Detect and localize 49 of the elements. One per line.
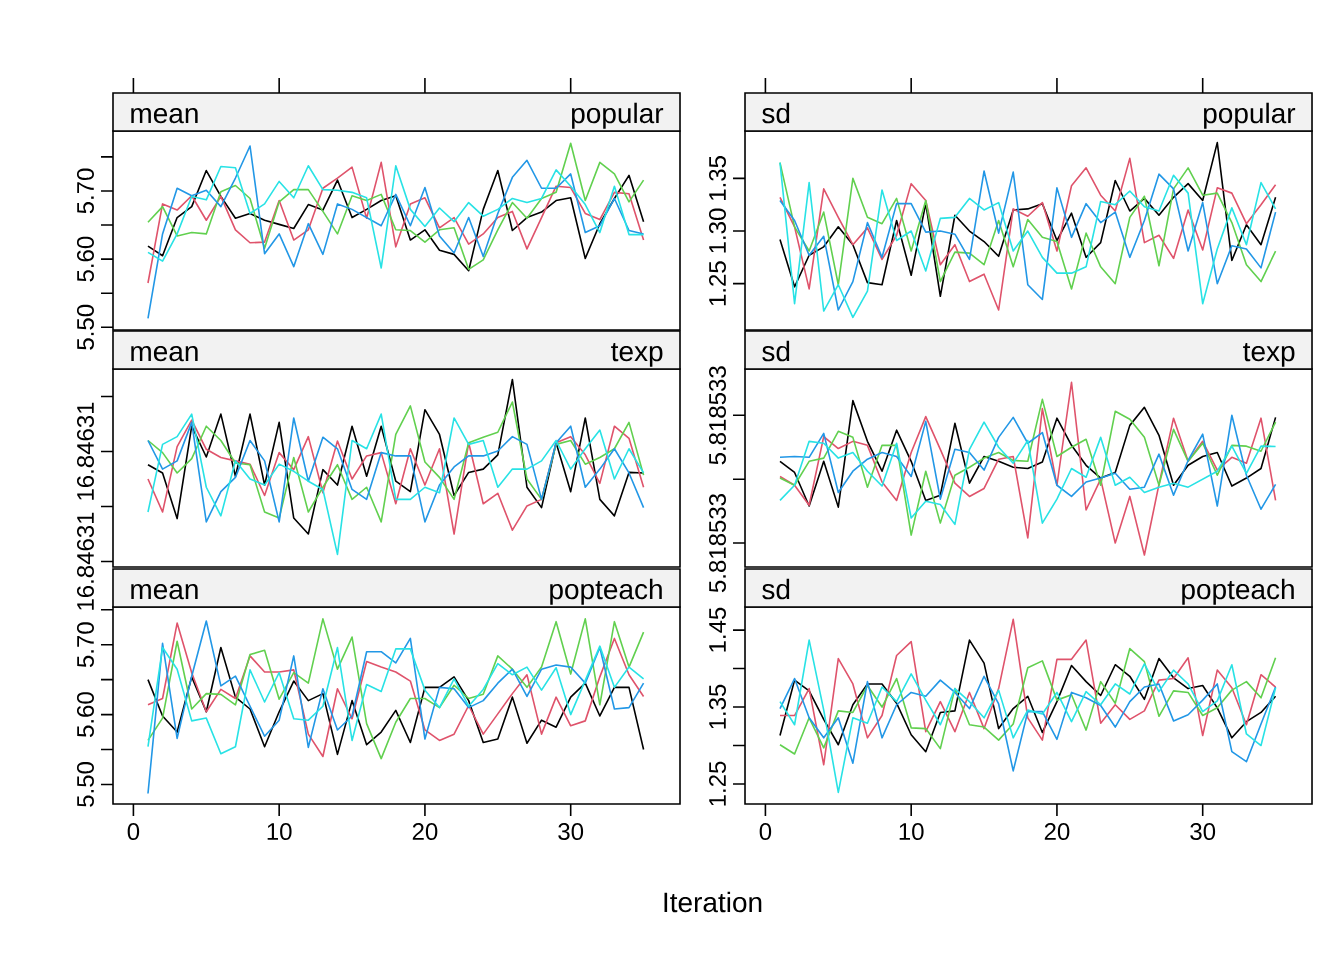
y-tick-label: 5.60 bbox=[76, 236, 94, 282]
y-tick-label: 5.818533 bbox=[708, 494, 726, 593]
y-tick-label: 1.35 bbox=[708, 156, 726, 200]
y-tick-label: 16.84631 bbox=[76, 402, 94, 500]
chart-subtitle: popular bbox=[572, 102, 664, 129]
line-series bbox=[779, 398, 1277, 536]
y-tick-label: 1.25 bbox=[708, 261, 726, 306]
x-tick-label: 20 bbox=[1044, 823, 1070, 841]
line-series bbox=[779, 639, 1277, 794]
chart-subtitle: popteach bbox=[1182, 578, 1294, 605]
x-tick-label: 20 bbox=[412, 823, 438, 841]
x-tick-label: 10 bbox=[267, 823, 292, 841]
y-tick-label: 5.50 bbox=[76, 304, 94, 350]
chart-subtitle: texp bbox=[611, 342, 663, 367]
line-series bbox=[779, 414, 1277, 510]
chart-title: sd bbox=[762, 578, 790, 600]
line-series bbox=[779, 399, 1277, 508]
y-tick-label: 16.84631 bbox=[76, 512, 94, 610]
y-tick-label: 5.70 bbox=[76, 168, 94, 214]
line-series bbox=[779, 141, 1277, 298]
chart-subtitle: popular bbox=[1204, 102, 1296, 129]
chart-subtitle: popteach bbox=[550, 578, 662, 605]
line-series bbox=[147, 378, 645, 535]
line-series bbox=[779, 675, 1277, 772]
line-series bbox=[147, 413, 645, 556]
x-tick-label: 30 bbox=[1190, 823, 1216, 841]
line-series bbox=[147, 142, 645, 271]
chart-title: sd bbox=[762, 340, 790, 362]
y-tick-label: 1.45 bbox=[709, 607, 726, 652]
y-tick-label: 5.70 bbox=[76, 622, 94, 668]
x-tick-label: 0 bbox=[127, 823, 140, 841]
y-tick-label: 5.60 bbox=[76, 692, 94, 737]
y-tick-label: 1.25 bbox=[708, 761, 726, 806]
chart-title: sd bbox=[762, 102, 790, 124]
line-series bbox=[779, 381, 1277, 556]
chart-subtitle: texp bbox=[1243, 342, 1295, 367]
chart-title: mean bbox=[131, 583, 198, 600]
x-tick-label: 30 bbox=[558, 823, 584, 841]
chart-title: mean bbox=[131, 345, 198, 362]
y-tick-label: 5.818533 bbox=[708, 366, 726, 465]
x-axis-title: Iteration bbox=[664, 891, 762, 913]
x-tick-label: 10 bbox=[899, 823, 924, 841]
chart-title: mean bbox=[131, 107, 198, 124]
x-tick-label: 0 bbox=[759, 823, 772, 841]
y-tick-label: 5.50 bbox=[76, 762, 94, 807]
line-series bbox=[779, 618, 1277, 766]
y-tick-label: 1.30 bbox=[708, 208, 726, 253]
y-tick-label: 1.35 bbox=[708, 684, 726, 729]
line-series bbox=[779, 161, 1277, 290]
